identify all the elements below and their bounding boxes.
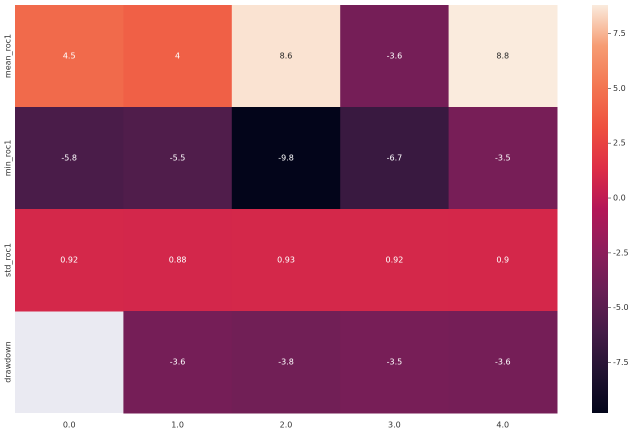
heatmap-cell <box>15 107 124 210</box>
heatmap-cell <box>15 5 124 108</box>
colorbar <box>592 5 608 413</box>
heatmap-cell <box>123 5 233 108</box>
cell-label: 0.92 <box>385 256 403 265</box>
cell-label: -9.8 <box>278 154 294 163</box>
x-tick-label: 1.0 <box>171 421 184 430</box>
heatmap-cell <box>448 5 558 108</box>
x-tick-label: 4.0 <box>496 421 509 430</box>
heatmap-cell <box>15 209 124 312</box>
cell-label: -6.7 <box>387 154 403 163</box>
cell-label: -3.5 <box>387 358 403 367</box>
colorbar-tick-label: 2.5 <box>613 139 626 148</box>
x-tick-label: 0.0 <box>63 421 76 430</box>
cell-label: 0.88 <box>169 256 187 265</box>
colorbar-tick-label: -7.5 <box>613 358 629 367</box>
heatmap-cell <box>123 209 233 312</box>
cell-label: -5.5 <box>170 154 186 163</box>
y-tick-label: mean_roc1 <box>4 34 13 78</box>
cell-label: -5.8 <box>61 154 77 163</box>
cell-label: 8.6 <box>280 52 293 61</box>
heatmap-cell <box>340 311 450 414</box>
heatmap-cell <box>448 209 558 312</box>
cell-label: -3.6 <box>495 358 511 367</box>
cell-label: 0.9 <box>496 256 509 265</box>
colorbar-tick-label: -2.5 <box>613 248 629 257</box>
x-tick-label: 3.0 <box>388 421 401 430</box>
cell-label: -3.8 <box>278 358 294 367</box>
heatmap-cell <box>340 5 450 108</box>
colorbar-tick-label: 0.0 <box>613 194 626 203</box>
heatmap-cell <box>340 209 450 312</box>
heatmap-cell <box>231 107 341 210</box>
cell-label: -3.6 <box>170 358 186 367</box>
x-tick-label: 2.0 <box>280 421 293 430</box>
heatmap-cell <box>448 107 558 210</box>
y-tick-label: std_roc1 <box>4 243 13 277</box>
y-tick-label: drawdown <box>4 341 13 382</box>
heatmap-cell <box>340 107 450 210</box>
cell-label: 4 <box>175 52 180 61</box>
colorbar-tick-label: 7.5 <box>613 29 626 38</box>
cell-label: -3.5 <box>495 154 511 163</box>
cell-label: 0.92 <box>60 256 78 265</box>
cell-label: -3.6 <box>387 52 403 61</box>
colorbar-tick-label: 5.0 <box>613 84 626 93</box>
heatmap-cell <box>123 311 233 414</box>
heatmap-cell <box>231 5 341 108</box>
y-tick-label: min_roc1 <box>4 140 13 177</box>
heatmap-cell <box>231 311 341 414</box>
heatmap-cell <box>231 209 341 312</box>
heatmap-cell <box>448 311 558 414</box>
colorbar-tick-label: -5.0 <box>613 303 629 312</box>
cell-label: 0.93 <box>277 256 295 265</box>
cell-label: 8.8 <box>496 52 509 61</box>
cell-label: 4.5 <box>63 52 76 61</box>
heatmap-cell <box>123 107 233 210</box>
